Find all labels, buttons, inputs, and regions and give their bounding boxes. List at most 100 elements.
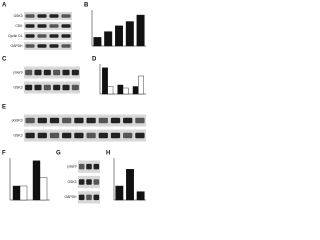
band	[61, 44, 71, 48]
band	[62, 117, 72, 124]
blot-strip	[24, 22, 72, 30]
bar	[136, 14, 145, 47]
band	[86, 163, 92, 170]
blot-strip	[24, 81, 80, 94]
band	[37, 132, 47, 139]
band	[61, 34, 71, 38]
bar	[93, 37, 102, 47]
band	[49, 24, 59, 28]
blot-strip	[24, 42, 72, 50]
bar	[102, 67, 108, 95]
band	[25, 132, 35, 139]
band	[43, 69, 51, 76]
band	[25, 44, 35, 48]
band	[110, 117, 121, 124]
band	[86, 194, 92, 201]
band	[34, 69, 42, 76]
band	[78, 179, 85, 185]
bar	[132, 86, 139, 95]
band	[62, 84, 70, 91]
bar	[115, 185, 124, 201]
band	[49, 34, 59, 38]
band	[37, 14, 47, 18]
band	[25, 24, 35, 28]
band	[86, 117, 96, 124]
band	[86, 132, 96, 139]
blot-label: GSK3	[13, 14, 22, 18]
band	[25, 34, 35, 38]
blot-strip	[24, 129, 146, 142]
panel-letter: A	[2, 3, 7, 9]
bar	[138, 75, 144, 95]
band	[78, 163, 85, 170]
band	[49, 44, 59, 48]
bar	[117, 84, 124, 95]
panel-letter: F	[2, 151, 6, 157]
bar	[39, 177, 48, 201]
band	[135, 132, 145, 139]
bar	[122, 87, 129, 95]
blot-label: GAPDH	[10, 44, 23, 48]
blot-strip	[24, 66, 80, 79]
band	[71, 69, 79, 76]
band	[25, 84, 33, 91]
band	[61, 14, 71, 18]
panel-letter: E	[2, 105, 6, 111]
band	[74, 117, 84, 124]
blot-label: pGSK3	[12, 118, 23, 122]
blot-label: Cyclin D1	[8, 34, 23, 38]
band	[78, 194, 85, 201]
band	[86, 179, 92, 185]
blot-label: GAPDH	[64, 195, 77, 199]
band	[37, 24, 47, 28]
blot-strip	[24, 12, 72, 20]
panel-letter: C	[2, 57, 7, 63]
page: {"panels": [ {"letter": "A", "type": "bl…	[0, 0, 150, 208]
band	[49, 117, 60, 124]
band	[37, 44, 47, 48]
band	[53, 84, 61, 91]
band	[43, 84, 51, 91]
band	[37, 117, 47, 124]
bar	[104, 31, 113, 47]
panel-letter: B	[84, 3, 89, 9]
band	[98, 117, 108, 124]
band	[34, 84, 42, 91]
panel-letter: G	[56, 151, 61, 157]
blot-label: CDK	[15, 24, 23, 28]
bar	[107, 86, 114, 95]
blot-label: pSer9	[13, 70, 22, 74]
band	[93, 163, 100, 170]
band	[98, 132, 108, 139]
blot-label: GSK3	[13, 85, 22, 89]
band	[62, 132, 72, 139]
band	[135, 117, 145, 124]
blot-strip	[24, 114, 146, 127]
band	[49, 132, 60, 139]
band	[93, 179, 100, 185]
band	[74, 132, 84, 139]
panel-letter: D	[92, 57, 97, 63]
blot-label: GSK3	[67, 180, 76, 184]
band	[25, 117, 35, 124]
bar	[136, 191, 145, 201]
band	[93, 194, 100, 201]
bar	[125, 21, 134, 47]
band	[25, 69, 33, 76]
band	[37, 34, 47, 38]
bar	[32, 160, 41, 201]
bar	[19, 185, 28, 201]
bar	[126, 168, 134, 201]
band	[62, 69, 70, 76]
band	[49, 14, 59, 18]
panel-letter: H	[106, 151, 110, 157]
blot-label: GSK3	[13, 133, 22, 137]
bar	[115, 25, 123, 47]
band	[110, 132, 121, 139]
band	[53, 69, 61, 76]
band	[25, 14, 35, 18]
band	[71, 84, 79, 91]
blot-label: pSer9	[67, 165, 76, 169]
blot-strip	[24, 32, 72, 40]
